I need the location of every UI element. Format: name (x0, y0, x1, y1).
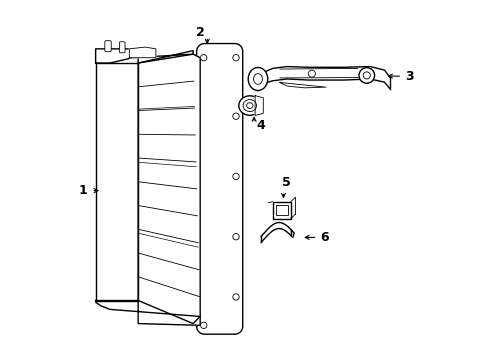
Circle shape (232, 113, 239, 120)
Polygon shape (129, 47, 156, 58)
Circle shape (200, 322, 206, 329)
Polygon shape (272, 202, 290, 219)
Polygon shape (96, 49, 193, 63)
Text: 3: 3 (404, 69, 413, 83)
Circle shape (232, 294, 239, 300)
Circle shape (307, 70, 315, 77)
Text: 5: 5 (281, 176, 290, 189)
Circle shape (232, 173, 239, 180)
Ellipse shape (238, 96, 260, 115)
Polygon shape (96, 301, 200, 325)
FancyBboxPatch shape (119, 42, 125, 53)
FancyBboxPatch shape (104, 41, 111, 52)
Ellipse shape (246, 103, 252, 108)
Polygon shape (255, 96, 263, 116)
Bar (275, 205, 287, 215)
Circle shape (363, 72, 369, 79)
Circle shape (200, 54, 206, 61)
Polygon shape (261, 222, 291, 242)
Circle shape (232, 234, 239, 240)
Text: 6: 6 (320, 231, 328, 244)
Circle shape (358, 68, 374, 83)
Ellipse shape (253, 74, 262, 84)
Polygon shape (279, 82, 325, 88)
Polygon shape (256, 67, 389, 90)
Ellipse shape (248, 67, 267, 90)
Polygon shape (96, 63, 138, 301)
Ellipse shape (243, 100, 256, 112)
Polygon shape (196, 44, 242, 334)
Text: 2: 2 (195, 26, 204, 39)
Polygon shape (138, 54, 200, 324)
Text: 1: 1 (79, 184, 87, 197)
Circle shape (232, 54, 239, 61)
Text: 4: 4 (256, 118, 264, 131)
